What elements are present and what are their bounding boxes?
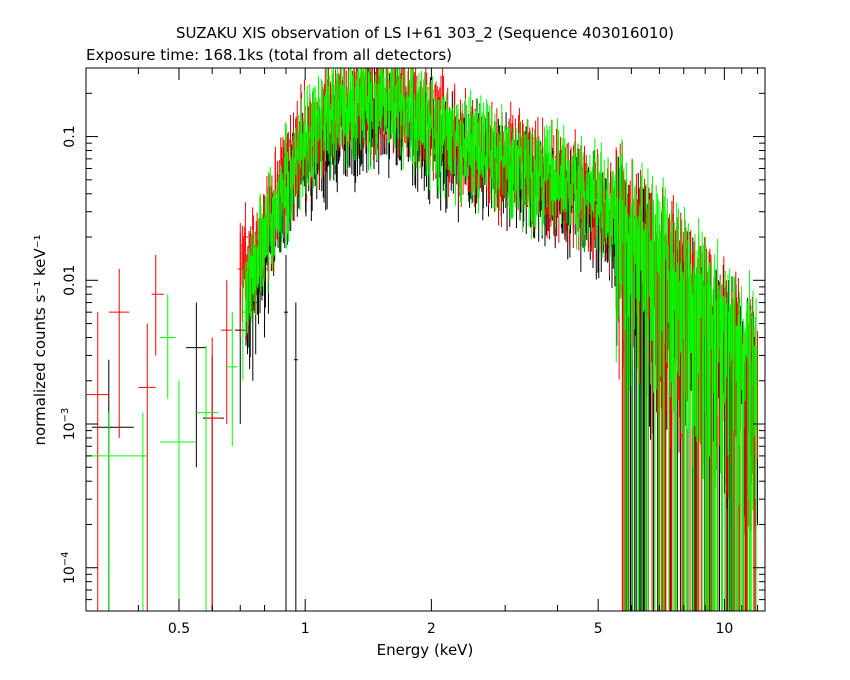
- chart-title: SUZAKU XIS observation of LS I+61 303_2 …: [176, 24, 674, 43]
- series-2: [86, 68, 758, 611]
- x-tick-labels: 0.5 1 2 5 10: [168, 621, 733, 637]
- y-axis-label: normalized counts s⁻¹ keV⁻¹: [31, 234, 49, 445]
- x-tick-label: 0.5: [168, 621, 190, 637]
- series-layer: [86, 68, 758, 611]
- plot-area: [85, 67, 766, 612]
- plot-frame: [85, 67, 766, 612]
- y-tick-label: 0.01: [62, 265, 78, 296]
- x-tick-label: 5: [594, 621, 603, 637]
- series-1: [86, 68, 758, 611]
- y-tick-labels: 10−4 10−3 0.01 0.1: [60, 125, 78, 584]
- x-tick-label: 2: [427, 621, 436, 637]
- chart-subtitle: Exposure time: 168.1ks (total from all d…: [86, 46, 452, 64]
- y-tick-label: 10−4: [60, 551, 78, 584]
- y-tick-label: 0.1: [62, 125, 78, 147]
- x-tick-label: 10: [715, 621, 733, 637]
- y-tick-label: 10−3: [60, 408, 78, 441]
- x-tick-label: 1: [301, 621, 310, 637]
- x-axis-label: Energy (keV): [377, 641, 474, 659]
- ticks-layer: [85, 68, 765, 612]
